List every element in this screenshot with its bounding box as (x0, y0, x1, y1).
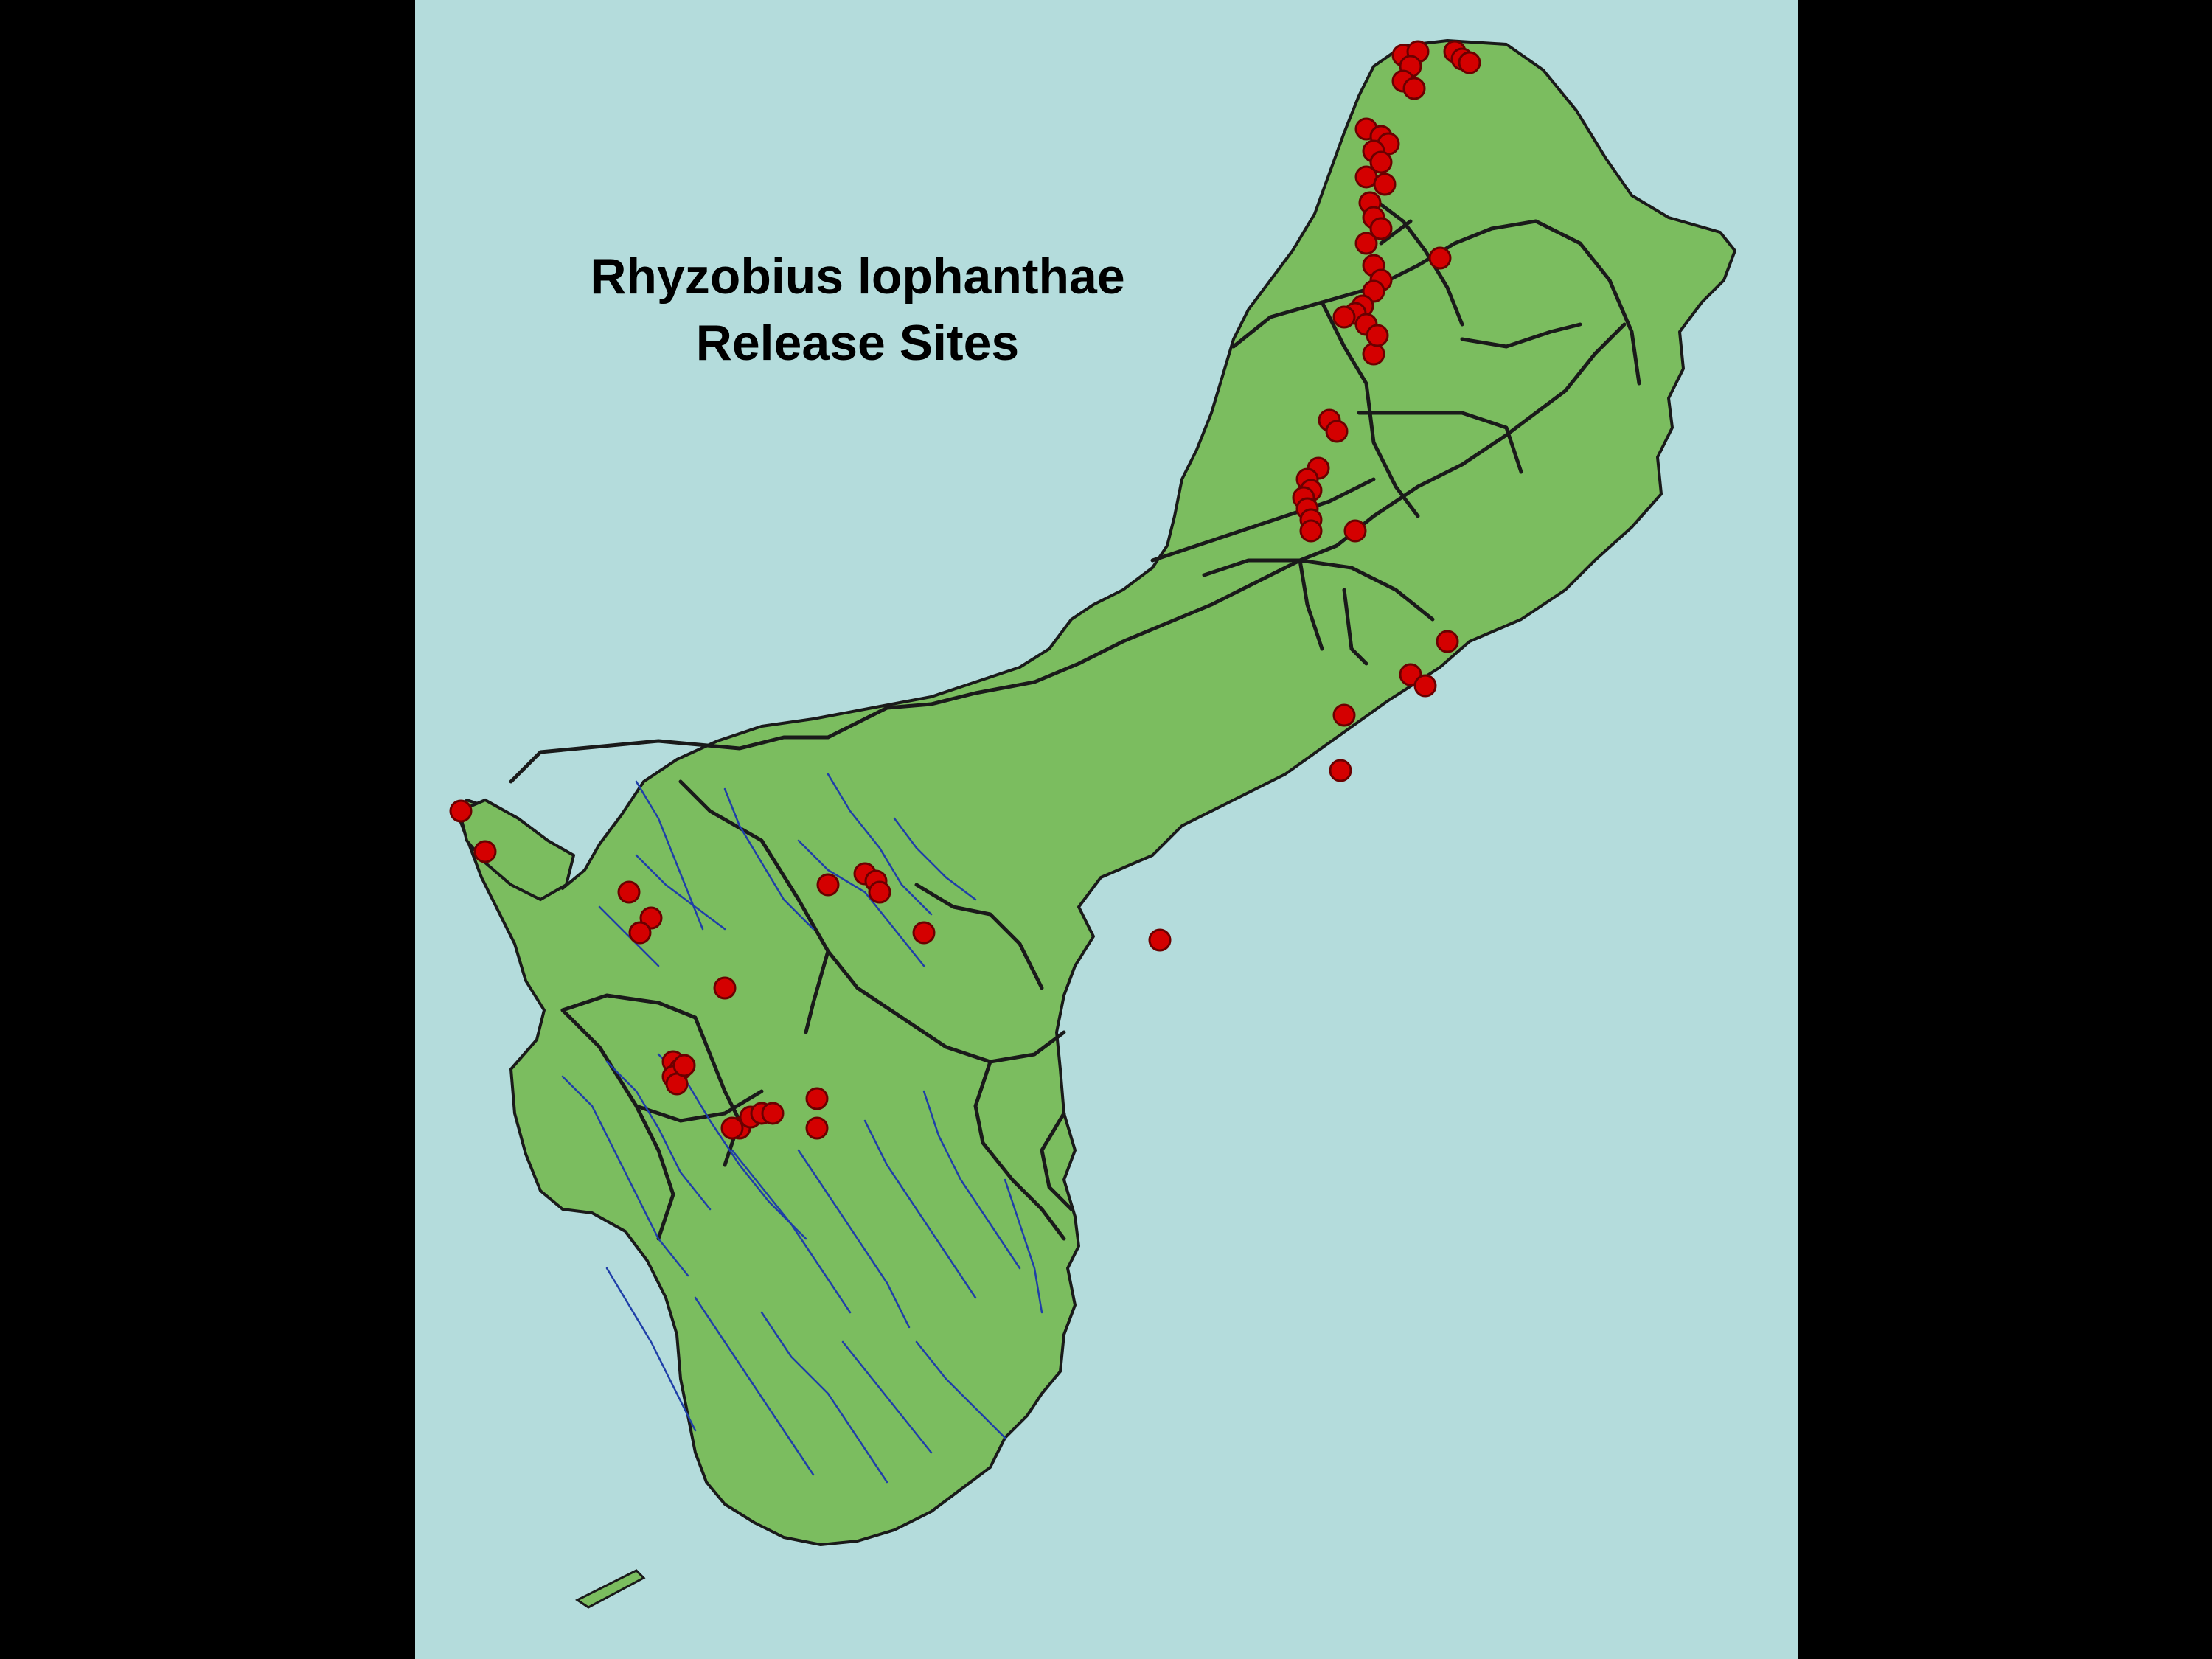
release-site-marker (713, 976, 737, 1000)
release-site-marker (672, 1054, 696, 1077)
release-site-marker (617, 880, 641, 904)
release-site-marker (1332, 703, 1356, 727)
release-site-marker (1362, 342, 1385, 366)
release-site-marker (1458, 51, 1481, 74)
release-site-marker (1366, 324, 1389, 347)
release-site-marker (1354, 232, 1378, 255)
release-sites (449, 40, 1481, 1140)
river-network (561, 773, 1043, 1484)
release-site-marker (1329, 759, 1352, 782)
release-site-marker (1369, 217, 1393, 240)
release-site-marker (1325, 420, 1349, 443)
release-site-marker (1373, 173, 1397, 196)
release-site-marker (1428, 246, 1452, 270)
release-site-marker (816, 873, 840, 897)
release-site-marker (1332, 305, 1356, 329)
map-title: Rhyzobius lophanthae Release Sites (452, 243, 1263, 376)
map-title-line1: Rhyzobius lophanthae (590, 248, 1125, 305)
cocos-islet (575, 1569, 646, 1609)
release-site-marker (1369, 150, 1393, 174)
release-site-marker (1148, 928, 1172, 952)
release-site-marker (912, 921, 936, 945)
guam-map (415, 0, 1798, 1659)
release-site-marker (868, 880, 891, 904)
release-site-marker (449, 799, 473, 823)
map-panel: Rhyzobius lophanthae Release Sites (415, 0, 1798, 1659)
release-site-marker (1343, 519, 1367, 543)
release-site-marker (805, 1116, 829, 1140)
release-site-marker (805, 1087, 829, 1110)
release-site-marker (1436, 630, 1459, 653)
release-site-marker (720, 1116, 744, 1140)
release-site-marker (761, 1102, 785, 1125)
road-network (509, 197, 1641, 1241)
release-site-marker (473, 840, 497, 863)
release-site-marker (1299, 519, 1323, 543)
release-site-marker (1402, 77, 1426, 100)
release-site-marker (628, 921, 652, 945)
island-landmass (458, 39, 1736, 1546)
map-title-line2: Release Sites (695, 315, 1020, 371)
release-site-marker (1413, 674, 1437, 698)
